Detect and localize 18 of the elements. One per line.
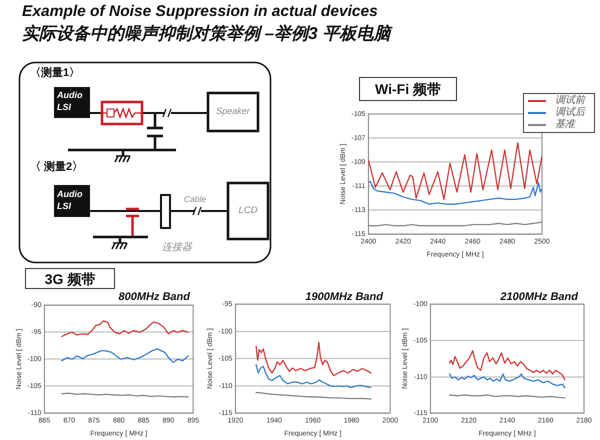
- chart-title: 1900MHz Band: [305, 291, 383, 303]
- text: Speaker: [216, 106, 250, 116]
- text: 〈测量1〉: [30, 66, 80, 80]
- text: 〈 测量2〉: [30, 160, 84, 174]
- legend-label: 调试后: [555, 107, 585, 118]
- text: Audio LSI: [57, 89, 82, 113]
- chart-title: Wi-Fi 频带: [375, 81, 441, 99]
- text: Cable: [184, 194, 206, 204]
- text: 实际设备中的噪声抑制对策举例 –举例3 平板电脑: [22, 23, 390, 45]
- chart-title: 2100MHz Band: [500, 291, 578, 303]
- text: LCD: [238, 205, 258, 216]
- text: 连接器: [162, 240, 192, 254]
- legend-label: 基准: [555, 119, 575, 131]
- text: 3G 频带: [44, 271, 96, 289]
- chart-title: 800MHz Band: [118, 291, 190, 303]
- legend-label: 调试前: [555, 95, 585, 106]
- text: Audio LSI: [57, 188, 82, 212]
- text: Example of Noise Suppression in actual devices: [22, 3, 378, 21]
